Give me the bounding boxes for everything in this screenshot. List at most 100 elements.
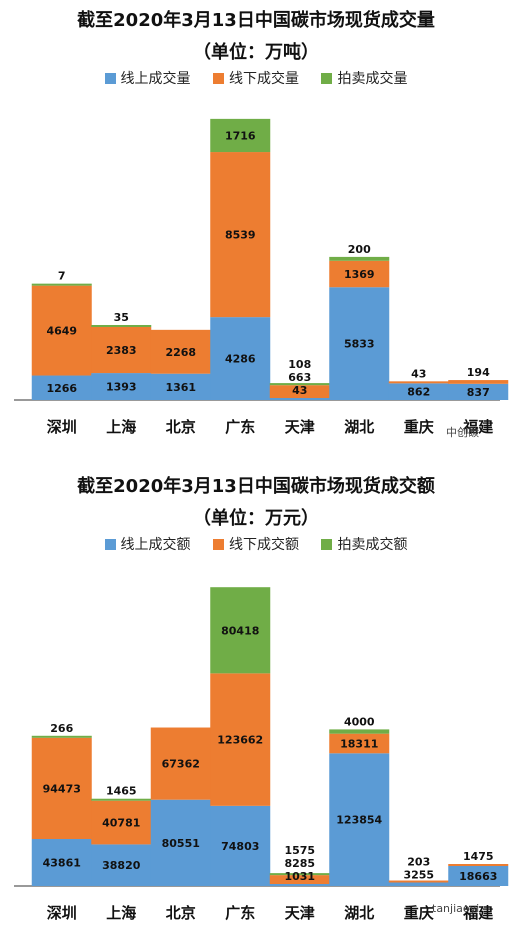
bar-segment-offline xyxy=(269,875,330,884)
legend-item-auction: 拍卖成交额 xyxy=(321,534,407,554)
legend-label: 拍卖成交量 xyxy=(337,71,408,87)
data-label: 38820 xyxy=(102,859,141,872)
bar-segment-auction xyxy=(329,729,390,734)
bar-segment-offline xyxy=(31,285,92,376)
category-label: 广东 xyxy=(225,904,255,922)
legend-item-online: 线上成交量 xyxy=(104,68,191,88)
data-label: 4000 xyxy=(344,715,375,728)
data-label: 40781 xyxy=(102,817,140,830)
bar-segment-offline xyxy=(150,329,211,374)
bar-segment-offline xyxy=(31,737,92,840)
bar-segment-offline xyxy=(329,733,390,754)
data-label: 1393 xyxy=(106,381,137,394)
bar-segment-online xyxy=(448,866,509,886)
data-label: 1575 xyxy=(284,844,315,857)
bar-segment-online xyxy=(448,383,509,400)
bar-segment-online xyxy=(91,373,152,400)
category-label: 深圳 xyxy=(47,904,77,922)
bar-segment-auction xyxy=(210,118,271,153)
legend-item-offline: 线下成交额 xyxy=(213,534,299,554)
bar-segment-online xyxy=(150,799,211,886)
data-label: 43861 xyxy=(43,857,81,870)
chart-title: 截至2020年3月13日中国碳市场现货成交量 xyxy=(77,10,435,31)
bar-segment-offline xyxy=(448,380,509,384)
bar-segment-offline xyxy=(210,673,271,806)
bar-segment-auction xyxy=(269,873,330,876)
bar-segment-online xyxy=(210,805,271,886)
bar-segment-auction xyxy=(31,735,92,738)
data-label: 123854 xyxy=(336,814,382,827)
bar-segment-online xyxy=(31,375,92,400)
category-label: 重庆 xyxy=(404,904,434,922)
bar-segment-online xyxy=(269,884,330,886)
bar-segment-online xyxy=(388,882,449,886)
category-label: 天津 xyxy=(285,904,315,922)
category-label: 湖北 xyxy=(344,904,374,922)
chart-title: 截至2020年3月13日中国碳市场现货成交额 xyxy=(77,476,435,497)
data-label: 8539 xyxy=(225,229,256,242)
volume-chart: 截至2020年3月13日中国碳市场现货成交量 （单位：万吨） 线上成交量 线下成… xyxy=(0,0,512,460)
category-label: 福建 xyxy=(462,418,494,436)
legend-label: 拍卖成交额 xyxy=(337,537,408,553)
data-label: 74803 xyxy=(221,840,259,853)
legend-swatch-online xyxy=(104,539,116,550)
data-label: 43 xyxy=(411,367,426,380)
data-label: 35 xyxy=(114,311,129,324)
legend-swatch-online xyxy=(104,73,116,84)
data-label: 3255 xyxy=(403,869,434,882)
data-label: 2383 xyxy=(106,344,137,357)
legend-item-auction: 拍卖成交量 xyxy=(321,68,407,88)
data-label: 18311 xyxy=(340,737,378,750)
data-label: 203 xyxy=(407,856,430,869)
legend-swatch-auction xyxy=(321,539,333,550)
category-label: 湖北 xyxy=(344,418,374,436)
data-label: 862 xyxy=(407,386,430,399)
data-label: 43 xyxy=(292,384,307,397)
category-label: 上海 xyxy=(106,904,136,922)
legend-swatch-offline xyxy=(213,539,224,550)
bar-segment-auction xyxy=(31,283,92,286)
data-label: 837 xyxy=(467,386,490,399)
amount-chart: 截至2020年3月13日中国碳市场现货成交额 （单位：万元） 线上成交额 线下成… xyxy=(0,466,512,932)
data-label: 4649 xyxy=(46,325,77,338)
data-label: 8285 xyxy=(284,857,315,870)
legend-swatch-offline xyxy=(213,73,224,84)
legend-item-online: 线上成交额 xyxy=(104,534,191,554)
category-label: 福建 xyxy=(462,904,494,922)
bar-segment-auction xyxy=(210,587,271,674)
volume-plot-area: 深圳 上海 北京 广东 天津 湖北 重庆 福建 1266 4649 7 1393 2383 35 1361 2… xyxy=(14,118,509,436)
data-label: 200 xyxy=(348,243,371,256)
category-label: 深圳 xyxy=(47,418,77,436)
bar-segment-auction xyxy=(329,256,390,261)
category-label: 北京 xyxy=(166,904,196,922)
data-label: 1031 xyxy=(284,870,315,883)
category-label: 广东 xyxy=(225,418,255,436)
bar-segment-offline xyxy=(388,880,449,883)
data-label: 1465 xyxy=(106,785,137,798)
bar-segment-offline xyxy=(329,260,390,288)
amount-plot-area: 深圳 上海 北京 广东 天津 湖北 重庆 福建 43861 94473 266 38820 40781 1… xyxy=(14,587,509,922)
data-label: 1369 xyxy=(344,268,375,281)
bar-segment-online xyxy=(269,398,330,400)
bar-segment-offline xyxy=(269,385,330,398)
chart-legend: 线上成交量 线下成交量 拍卖成交量 xyxy=(0,68,512,88)
data-label: 4286 xyxy=(225,353,256,366)
bar-segment-offline xyxy=(210,152,271,318)
legend-item-offline: 线下成交量 xyxy=(213,68,299,88)
category-label: 天津 xyxy=(285,418,315,436)
bar-segment-online xyxy=(329,287,390,400)
bar-segment-auction xyxy=(91,324,152,327)
bar-segment-online xyxy=(91,844,152,886)
legend-swatch-auction xyxy=(321,73,333,84)
chart-legend: 线上成交额 线下成交额 拍卖成交额 xyxy=(0,534,512,554)
bar-segment-online xyxy=(210,317,271,400)
data-label: 80551 xyxy=(162,837,200,850)
data-label: 7 xyxy=(58,270,66,283)
legend-label: 线下成交额 xyxy=(229,537,299,553)
data-label: 1475 xyxy=(463,850,494,863)
chart-subtitle: （单位：万吨） xyxy=(193,42,319,63)
data-label: 18663 xyxy=(459,870,497,883)
data-label: 123662 xyxy=(217,734,263,747)
bar-segment-offline xyxy=(448,864,509,867)
legend-label: 线上成交量 xyxy=(120,71,191,87)
